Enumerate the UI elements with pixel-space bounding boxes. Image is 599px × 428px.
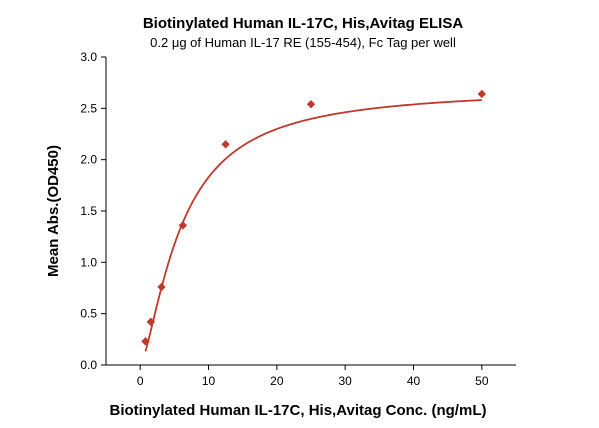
y-tick-label: 3.0 (80, 50, 97, 64)
y-tick-label: 1.5 (80, 204, 97, 218)
data-point (141, 337, 150, 346)
data-point (306, 100, 316, 109)
x-tick-label: 10 (202, 374, 216, 388)
data-point (178, 221, 188, 230)
data-point (157, 282, 166, 292)
x-tick-label: 40 (407, 374, 421, 388)
data-point (477, 89, 487, 99)
data-point (221, 140, 230, 149)
data-points (141, 89, 487, 346)
x-tick-label: 50 (475, 374, 489, 388)
y-tick-label: 1.0 (80, 255, 97, 269)
y-axis-title: Mean Abs.(OD450) (45, 145, 62, 277)
x-tick-label: 20 (270, 374, 284, 388)
chart-subtitle: 0.2 μg of Human IL-17 RE (155-454), Fc T… (150, 35, 456, 50)
y-tick-label: 2.5 (80, 101, 97, 115)
x-tick-label: 0 (137, 374, 144, 388)
y-tick-label: 2.0 (80, 153, 97, 167)
chart-title: Biotinylated Human IL-17C, His,Avitag EL… (143, 15, 463, 32)
x-axis-ticks: 0 10 20 30 40 50 (137, 365, 489, 388)
x-tick-label: 30 (338, 374, 352, 388)
fit-curve (144, 99, 482, 352)
y-tick-label: 0.0 (80, 358, 97, 372)
data-point (146, 317, 156, 327)
y-tick-label: 0.5 (80, 307, 97, 321)
y-axis-ticks: 0.0 0.5 1.0 1.5 2.0 2.5 3.0 (80, 50, 106, 372)
x-axis-title: Biotinylated Human IL-17C, His,Avitag Co… (110, 402, 487, 419)
